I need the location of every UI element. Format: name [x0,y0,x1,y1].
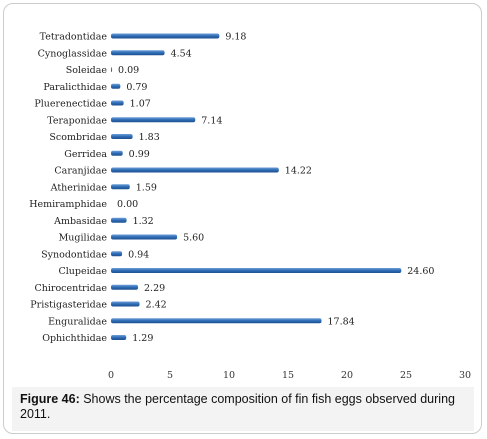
category-label: Chirocentridae [34,283,107,294]
data-label: 1.29 [132,333,153,344]
bar [111,50,165,56]
bar [111,268,402,273]
data-label: 1.32 [133,216,154,227]
bar [111,134,133,139]
data-label: 14.22 [285,166,312,177]
bar [111,150,123,156]
category-label: Pluerenectidae [34,99,107,110]
bar [111,251,123,257]
data-label: 1.07 [130,99,151,110]
category-label: Tetradontidae [40,32,108,43]
data-label: 4.54 [171,48,192,59]
data-label: 1.83 [139,132,160,143]
category-label: Paralicthidae [43,82,107,93]
bar [111,33,220,39]
x-tick-label: 25 [400,370,412,381]
data-label: 2.29 [144,283,165,294]
bar [111,67,113,72]
x-tick-label: 20 [341,370,353,381]
bar [111,217,127,223]
data-label: 0.79 [126,82,147,93]
category-label: Enguralidae [48,316,107,327]
bar [111,184,130,190]
data-label: 2.42 [146,300,167,311]
x-tick-label: 15 [282,370,294,381]
data-label: 0.94 [128,249,149,260]
data-label: 0.09 [118,65,139,76]
bar [111,234,178,240]
category-label: Atherinidae [50,182,108,193]
category-label: Synodontidae [41,249,107,260]
figure-caption: Figure 46: Shows the percentage composit… [12,387,474,431]
data-label: 1.59 [136,182,157,193]
x-tick-label: 30 [459,370,471,381]
bar [111,335,127,340]
caption-prefix: Figure 46: [20,392,80,406]
bar [111,83,121,89]
caption-text: Shows the percentage composition of fin … [20,392,455,421]
x-tick-label: 0 [108,370,114,381]
category-label: Teraponidae [47,115,107,126]
data-label: 5.60 [183,233,204,244]
category-label: Clupeidae [58,266,107,277]
category-label: Scombridae [49,132,107,143]
category-label: Caranjidae [54,166,107,177]
category-label: Hemiramphidae [29,199,107,210]
bar [111,167,279,173]
category-label: Ambasidae [53,216,107,227]
category-label: Ophichthidae [42,333,107,344]
chart-frame [3,3,482,434]
bar [111,117,196,123]
bar [111,318,322,324]
bars-layer: Tetradontidae 9.18 Cynoglassidae 4.54 Soleid… [29,32,434,345]
x-tick-label: 5 [167,370,173,381]
category-label: Mugilidae [59,233,108,244]
data-label: 17.84 [328,316,355,327]
bar [111,301,140,307]
bar [111,100,124,106]
category-label: Gerridea [64,149,107,160]
x-axis-ticks: 0 5 10 15 20 25 30 [108,370,471,381]
category-label: Pristigasteridae [30,300,107,311]
data-label: 0.99 [129,149,150,160]
data-label: 9.18 [225,32,246,43]
x-tick-label: 10 [223,370,235,381]
category-label: Cynoglassidae [38,48,108,59]
data-label: 7.14 [201,115,222,126]
bar [111,284,139,290]
data-label: 24.60 [407,266,434,277]
category-label: Soleidae [66,65,108,76]
data-label: 0.00 [117,199,138,210]
